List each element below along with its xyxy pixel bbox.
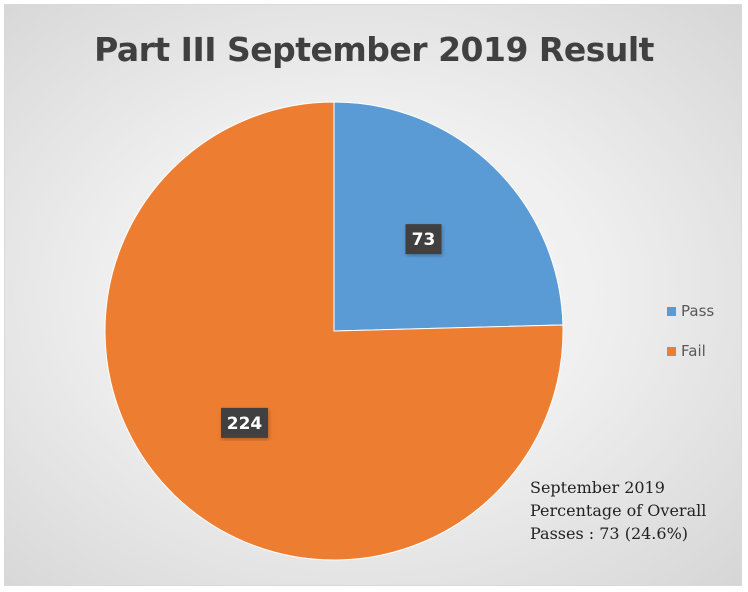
data-label-value: 73 [412, 230, 436, 250]
legend-item-pass: Pass [667, 300, 737, 322]
pie-slice-fail [104, 101, 564, 561]
data-label-pass: 73 [405, 224, 442, 255]
legend-item-fail: Fail [667, 340, 737, 362]
chart-title: Part III September 2019 Result [94, 30, 654, 69]
note-line-1: September 2019 [530, 478, 665, 497]
legend-swatch-fail [667, 346, 676, 356]
legend: Pass Fail [667, 300, 737, 380]
legend-swatch-pass [667, 306, 676, 316]
data-label-box [221, 407, 269, 438]
note-line-2: Percentage of Overall [530, 501, 707, 520]
pie-slice-pass [333, 101, 564, 332]
pass-percentage-note: September 2019 Percentage of Overall Pas… [530, 476, 742, 545]
note-line-3: Passes : 73 (24.6%) [530, 524, 689, 543]
data-label-box [405, 224, 442, 255]
legend-label-fail: Fail [681, 342, 706, 360]
data-label-value: 224 [227, 414, 263, 434]
data-label-fail: 224 [221, 407, 269, 438]
legend-label-pass: Pass [681, 302, 715, 320]
